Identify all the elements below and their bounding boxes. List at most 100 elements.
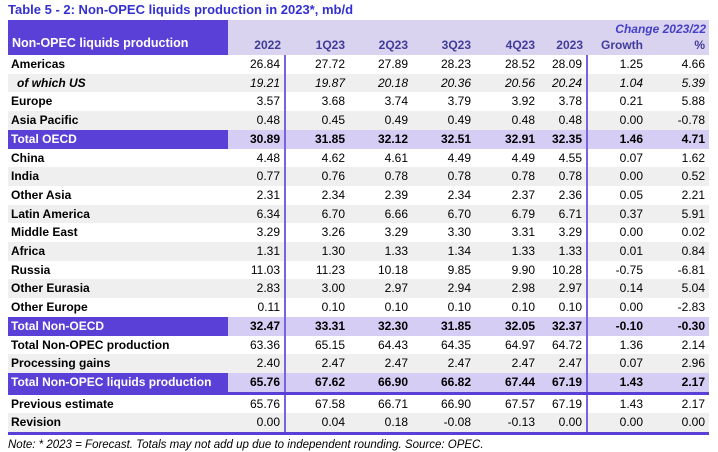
cell-2q23: 10.18 <box>349 260 412 280</box>
table-header: Non-OPEC liquids production Change 2023/… <box>8 20 710 55</box>
table-row: Total OECD 30.89 31.85 32.12 32.51 32.91 32.35… <box>8 129 710 149</box>
column-header-3q23: 3Q23 <box>412 36 475 55</box>
cell-growth: 1.25 <box>587 55 647 74</box>
cell-growth: 0.00 <box>587 111 647 130</box>
cell-2022: 6.34 <box>228 204 286 224</box>
cell-2023: 28.09 <box>539 55 588 74</box>
cell-2q23: 1.33 <box>349 242 412 261</box>
cell-1q23: 19.87 <box>285 73 349 93</box>
cell-growth: 0.07 <box>587 148 647 168</box>
cell-1q23: 3.00 <box>285 279 349 299</box>
cell-2022: 19.21 <box>228 73 286 93</box>
cell-2q23: 32.30 <box>349 316 412 336</box>
cell-2022: 0.00 <box>228 413 286 436</box>
cell-4q23: 6.79 <box>475 204 539 224</box>
column-header-1q23: 1Q23 <box>285 36 349 55</box>
cell-1q23: 6.70 <box>285 204 349 224</box>
row-label: China <box>8 148 228 168</box>
cell-3q23: 2.94 <box>412 279 475 299</box>
cell-1q23: 2.34 <box>285 185 349 205</box>
cell-4q23: 2.37 <box>475 185 539 205</box>
footnote: Note: * 2023 = Forecast. Totals may not … <box>8 439 484 452</box>
table-row: of which US 19.21 19.87 20.18 20.36 20.56 20.2… <box>8 73 710 93</box>
table-row: Revision 0.00 0.04 0.18 -0.08 -0.13 0.00 0.00 0.… <box>8 413 710 436</box>
cell-2022: 26.84 <box>228 55 286 74</box>
cell-2q23: 20.18 <box>349 73 412 93</box>
table-row: Middle East 3.29 3.26 3.29 3.30 3.31 3.29 0.00 0… <box>8 223 710 243</box>
row-label: Revision <box>8 413 228 436</box>
table-row: Total Non-OECD 32.47 33.31 32.30 31.85 32.05 3… <box>8 316 710 336</box>
row-label: India <box>8 167 228 186</box>
cell-2023: 64.72 <box>539 335 588 355</box>
cell-%: 2.21 <box>647 185 710 205</box>
column-header-2023: 2023 <box>539 36 587 55</box>
row-label: Processing gains <box>8 354 228 373</box>
row-label: Previous estimate <box>8 393 228 414</box>
change-header: Change 2023/22 <box>539 20 710 36</box>
cell-2q23: 66.90 <box>349 372 412 395</box>
row-label: Middle East <box>8 223 228 243</box>
row-label: Total OECD <box>8 129 228 149</box>
cell-2023: 1.33 <box>539 242 588 261</box>
cell-1q23: 0.10 <box>285 298 349 317</box>
table-row: Other Eurasia 2.83 3.00 2.97 2.94 2.98 2.97 0.1… <box>8 279 710 299</box>
column-header-growth: Growth <box>587 36 647 55</box>
row-label: Total Non-OECD <box>8 316 228 336</box>
cell-3q23: 20.36 <box>412 73 475 93</box>
row-label: Total Non-OPEC production <box>8 335 228 355</box>
cell-1q23: 3.68 <box>285 92 349 112</box>
header-row-change: Non-OPEC liquids production Change 2023/… <box>8 20 710 55</box>
cell-1q23: 3.26 <box>285 223 349 243</box>
cell-%: 4.66 <box>647 55 710 74</box>
table-row: Africa 1.31 1.30 1.33 1.34 1.33 1.33 0.01 0.84 <box>8 242 710 261</box>
cell-1q23: 1.30 <box>285 242 349 261</box>
cell-2022: 0.48 <box>228 111 286 130</box>
column-header-2q23: 2Q23 <box>349 36 412 55</box>
cell-4q23: 3.92 <box>475 92 539 112</box>
corner-header: Non-OPEC liquids production <box>8 20 228 55</box>
cell-growth: 0.21 <box>587 92 647 112</box>
cell-2022: 32.47 <box>228 316 286 336</box>
table-body: Americas 26.84 27.72 27.89 28.23 28.52 28.09 1.… <box>8 55 710 436</box>
cell-2q23: 2.39 <box>349 185 412 205</box>
cell-growth: 0.01 <box>587 242 647 261</box>
cell-1q23: 4.62 <box>285 148 349 168</box>
cell-3q23: 3.30 <box>412 223 475 243</box>
cell-2022: 3.57 <box>228 92 286 112</box>
cell-2023: 0.48 <box>539 111 588 130</box>
header-row-columns: 2022 1Q23 2Q23 3Q23 4Q23 2023 Growth% <box>8 36 710 55</box>
cell-%: 1.62 <box>647 148 710 168</box>
cell-%: -2.83 <box>647 298 710 317</box>
cell-%: 0.52 <box>647 167 710 186</box>
cell-2022: 63.36 <box>228 335 286 355</box>
cell-growth: 1.04 <box>587 73 647 93</box>
column-header-2022: 2022 <box>228 36 285 55</box>
cell-1q23: 0.45 <box>285 111 349 130</box>
cell-2023: 6.71 <box>539 204 588 224</box>
cell-2q23: 0.78 <box>349 167 412 186</box>
cell-growth: 0.00 <box>587 298 647 317</box>
table-title: Table 5 - 2: Non-OPEC liquids production… <box>8 2 354 17</box>
cell-%: -6.81 <box>647 260 710 280</box>
table-row: Latin America 6.34 6.70 6.66 6.70 6.79 6.71 0.3… <box>8 204 710 224</box>
cell-2023: 0.00 <box>539 413 588 436</box>
cell-2022: 3.29 <box>228 223 286 243</box>
cell-4q23: -0.13 <box>475 413 539 436</box>
cell-2022: 0.77 <box>228 167 286 186</box>
cell-2022: 2.40 <box>228 354 286 373</box>
cell-2q23: 0.10 <box>349 298 412 317</box>
cell-3q23: 2.34 <box>412 185 475 205</box>
cell-growth: 0.07 <box>587 354 647 373</box>
cell-4q23: 3.31 <box>475 223 539 243</box>
cell-%: -0.30 <box>647 316 710 336</box>
cell-growth: 0.37 <box>587 204 647 224</box>
cell-2022: 2.83 <box>228 279 286 299</box>
cell-growth: -0.10 <box>587 316 647 336</box>
cell-2023: 0.78 <box>539 167 588 186</box>
cell-3q23: 4.49 <box>412 148 475 168</box>
cell-2022: 4.48 <box>228 148 286 168</box>
cell-2022: 0.11 <box>228 298 286 317</box>
cell-1q23: 0.04 <box>285 413 349 436</box>
cell-2q23: 0.18 <box>349 413 412 436</box>
